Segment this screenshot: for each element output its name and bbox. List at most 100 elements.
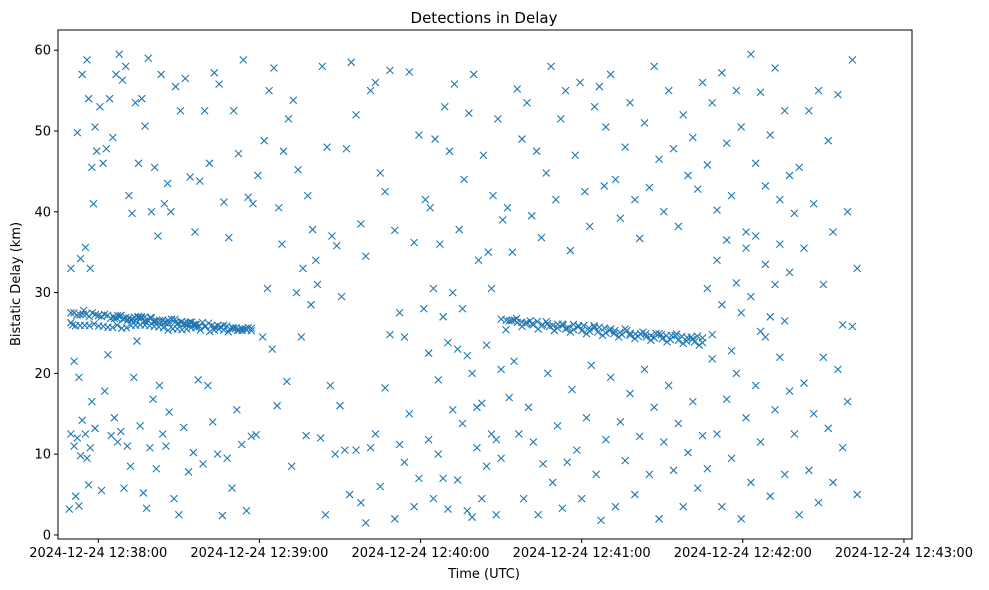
data-point-marker <box>688 397 697 406</box>
data-point-marker <box>566 246 575 255</box>
data-point-marker <box>593 328 602 337</box>
data-point-marker <box>655 514 663 523</box>
data-point-marker <box>630 195 639 204</box>
data-point-marker <box>133 337 141 345</box>
data-point-marker <box>543 369 552 378</box>
data-point-marker <box>800 379 808 387</box>
data-point-marker <box>115 50 124 59</box>
data-point-marker <box>223 454 232 463</box>
data-point-marker <box>424 435 433 444</box>
data-point-marker <box>434 375 443 384</box>
data-point-marker <box>650 403 659 412</box>
data-point-marker <box>431 135 439 143</box>
data-point-marker <box>572 446 581 455</box>
data-point-marker <box>366 443 375 452</box>
data-point-marker <box>606 70 615 79</box>
data-point-marker <box>684 171 692 180</box>
data-point-marker <box>843 207 852 216</box>
data-point-marker <box>482 462 491 471</box>
data-point-marker <box>502 325 510 334</box>
data-point-marker <box>635 234 644 243</box>
data-point-marker <box>429 284 438 293</box>
data-point-marker <box>284 114 293 123</box>
data-point-marker <box>318 62 327 71</box>
data-point-marker <box>361 518 370 527</box>
data-point-marker <box>128 209 137 218</box>
data-point-marker <box>809 199 818 208</box>
data-point-marker <box>601 123 610 131</box>
data-point-marker <box>569 320 578 329</box>
data-point-marker <box>405 409 414 418</box>
data-point-marker <box>646 331 655 340</box>
data-point-marker <box>76 254 85 263</box>
data-point-marker <box>311 256 320 265</box>
data-point-marker <box>458 419 467 428</box>
data-point-marker <box>336 401 344 410</box>
data-point-marker <box>213 450 222 459</box>
data-point-marker <box>219 326 228 334</box>
data-point-marker <box>453 345 462 354</box>
data-point-marker <box>771 280 779 289</box>
data-point-marker <box>386 66 394 75</box>
data-point-marker <box>238 324 246 333</box>
data-point-marker <box>357 498 365 507</box>
data-point-marker <box>547 62 555 71</box>
data-point-marker <box>563 458 572 467</box>
data-point-marker <box>508 248 517 257</box>
data-point-marker <box>477 494 486 503</box>
data-point-marker <box>566 328 575 337</box>
data-point-marker <box>790 430 799 438</box>
data-point-marker <box>655 329 663 338</box>
data-point-marker <box>307 300 315 309</box>
data-point-marker <box>616 417 625 426</box>
data-point-marker <box>439 312 447 321</box>
data-point-marker <box>249 199 257 208</box>
y-tick-label: 20 <box>34 367 51 382</box>
data-point-marker <box>395 440 404 449</box>
data-point-marker <box>703 284 712 293</box>
data-point-marker <box>87 163 96 172</box>
data-point-marker <box>659 207 668 216</box>
data-point-marker <box>597 516 605 525</box>
data-point-marker <box>579 321 588 330</box>
data-point-marker <box>463 506 472 515</box>
data-point-marker <box>137 94 146 103</box>
data-point-marker <box>838 443 847 452</box>
data-point-marker <box>659 438 668 446</box>
x-axis: 2024-12-24 12:38:00 2024-12-24 12:39:00 20… <box>29 539 973 561</box>
data-point-marker <box>96 102 104 111</box>
data-point-marker <box>598 331 607 340</box>
data-point-marker <box>81 243 90 252</box>
data-point-marker <box>785 171 794 180</box>
data-point-marker <box>141 122 149 131</box>
data-point-marker <box>179 423 188 432</box>
data-point-marker <box>86 443 95 452</box>
data-point-marker <box>352 446 360 455</box>
data-point-marker <box>160 318 169 327</box>
data-point-marker <box>550 326 559 335</box>
data-point-marker <box>155 381 164 390</box>
data-point-marker <box>698 78 707 87</box>
data-point-marker <box>270 64 278 72</box>
chart-title: Detections in Delay <box>411 9 558 27</box>
data-point-marker <box>237 440 246 449</box>
data-point-marker <box>157 318 166 327</box>
data-point-marker <box>581 187 589 196</box>
data-point-marker <box>606 373 615 382</box>
data-point-marker <box>713 430 721 438</box>
data-point-marker <box>766 492 775 501</box>
data-point-marker <box>186 173 195 181</box>
data-point-marker <box>189 448 198 457</box>
data-point-marker <box>76 451 85 460</box>
x-axis-label: Time (UTC) <box>447 567 520 582</box>
data-point-marker <box>771 64 779 72</box>
data-point-marker <box>683 333 691 342</box>
data-point-marker <box>751 159 760 168</box>
data-point-marker <box>150 163 159 172</box>
data-point-marker <box>400 458 409 467</box>
data-point-marker <box>268 345 277 354</box>
data-point-marker <box>444 338 452 347</box>
data-point-marker <box>73 128 82 137</box>
data-point-marker <box>800 244 808 253</box>
data-point-marker <box>814 86 823 95</box>
